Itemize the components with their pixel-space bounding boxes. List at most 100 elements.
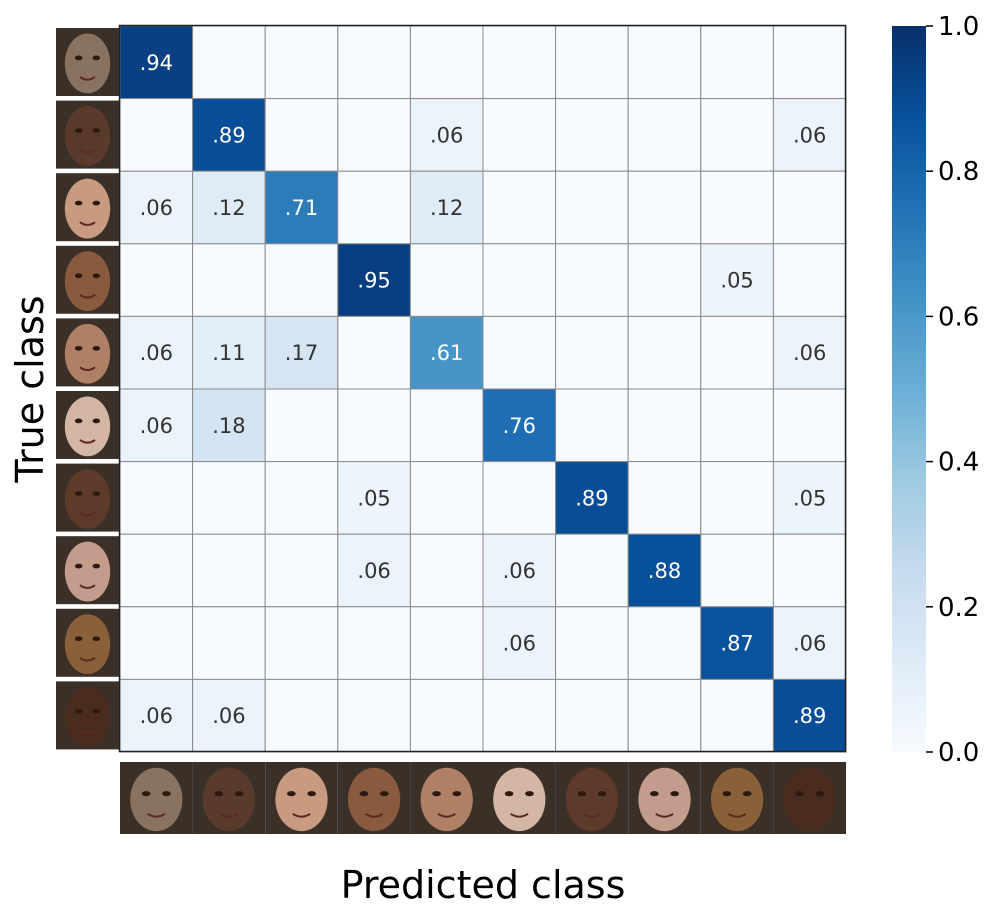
heatmap-cell	[409, 25, 484, 100]
cell-value-label: .89	[212, 123, 245, 147]
cell-value-label: .06	[793, 632, 826, 656]
x-axis-label: Predicted class	[341, 863, 626, 907]
heatmap-cell	[119, 606, 194, 680]
heatmap-cell	[700, 243, 774, 317]
heatmap-cell	[700, 170, 774, 245]
heatmap-cell	[337, 170, 411, 245]
heatmap-cell	[627, 678, 702, 753]
true-class-face-thumbnail	[56, 608, 119, 677]
heatmap-cell	[482, 388, 557, 463]
heatmap-cell	[627, 170, 702, 245]
heatmap-cell	[192, 533, 266, 608]
heatmap-cell	[627, 25, 702, 100]
heatmap-cell	[192, 170, 266, 245]
heatmap-cell	[119, 243, 194, 317]
heatmap-cell	[337, 678, 411, 753]
heatmap-cell	[772, 170, 847, 245]
true-class-face-thumbnail	[56, 173, 119, 242]
cell-value-label: .76	[503, 414, 536, 438]
heatmap-cell	[192, 25, 266, 100]
heatmap-cell	[700, 25, 774, 100]
cell-value-label: .12	[212, 196, 245, 220]
cell-value-label: .06	[793, 341, 826, 365]
predicted-class-face-thumbnail	[773, 762, 846, 834]
cell-value-label: .88	[648, 559, 681, 583]
cell-value-label: .17	[285, 341, 318, 365]
cell-value-label: .06	[140, 341, 173, 365]
cell-value-label: .89	[793, 704, 826, 728]
heatmap-cell	[409, 98, 484, 172]
heatmap-cell	[700, 315, 774, 390]
true-class-thumbnails	[56, 28, 119, 750]
cell-value-label: .06	[140, 414, 173, 438]
true-class-face-thumbnail	[56, 318, 119, 387]
heatmap-cell	[555, 98, 629, 172]
heatmap-cell	[409, 170, 484, 245]
heatmap-cell	[192, 98, 266, 172]
heatmap-cell	[337, 461, 411, 535]
predicted-class-face-thumbnail	[337, 762, 411, 834]
colorbar	[892, 26, 926, 752]
heatmap-cell	[119, 678, 194, 753]
cell-value-label: .06	[793, 123, 826, 147]
heatmap-cell	[627, 461, 702, 535]
y-axis-label: True class	[8, 295, 52, 483]
predicted-class-face-thumbnail	[700, 762, 774, 834]
heatmap-cell	[555, 170, 629, 245]
cell-value-label: .05	[357, 486, 390, 510]
heatmap-cell	[700, 678, 774, 753]
cell-value-label: .89	[575, 486, 608, 510]
heatmap-cell	[482, 678, 557, 753]
heatmap-cell	[627, 388, 702, 463]
heatmap-cell	[627, 315, 702, 390]
heatmap-cell	[409, 461, 484, 535]
cell-value-label: .95	[357, 269, 390, 293]
heatmap-cell	[337, 98, 411, 172]
cell-value-label: .12	[430, 196, 463, 220]
heatmap-cell	[409, 533, 484, 608]
predicted-class-face-thumbnail	[120, 762, 193, 834]
heatmap-cell	[264, 533, 339, 608]
heatmap-cell	[264, 243, 339, 317]
heatmap-cell	[482, 25, 557, 100]
true-class-face-thumbnail	[56, 28, 119, 96]
heatmap-cell	[772, 461, 847, 535]
heatmap-cell	[772, 243, 847, 317]
predicted-class-thumbnails	[120, 762, 846, 834]
heatmap-cell	[555, 533, 629, 608]
heatmap-cell	[700, 98, 774, 172]
heatmap-cell	[555, 388, 629, 463]
heatmap-cell	[555, 315, 629, 390]
heatmap-cells: .94 .89 .06 .06 .06 .12 .71 .12 .95 .05 .06 .11 .17.…	[119, 25, 847, 753]
heatmap-cell	[264, 388, 339, 463]
true-class-face-thumbnail	[56, 681, 119, 750]
heatmap-cell	[119, 533, 194, 608]
heatmap-cell	[337, 25, 411, 100]
true-class-face-thumbnail	[56, 463, 119, 532]
cell-value-label: .06	[140, 196, 173, 220]
heatmap-cell	[337, 388, 411, 463]
colorbar-tick-label: 0.8	[938, 157, 979, 187]
heatmap-cell	[482, 243, 557, 317]
cell-value-label: .06	[212, 704, 245, 728]
predicted-class-face-thumbnail	[192, 762, 266, 834]
heatmap-cell	[409, 243, 484, 317]
true-class-face-thumbnail	[56, 391, 119, 459]
heatmap-cell	[482, 461, 557, 535]
cell-value-label: .05	[720, 269, 753, 293]
cell-value-label: .06	[503, 559, 536, 583]
heatmap-cell	[555, 678, 629, 753]
heatmap-cell	[482, 170, 557, 245]
cell-value-label: .11	[212, 341, 245, 365]
heatmap-cell	[264, 98, 339, 172]
colorbar-tick-label: 0.4	[938, 448, 979, 478]
colorbar-tick-label: 0.0	[938, 738, 979, 768]
heatmap-cell	[555, 606, 629, 680]
heatmap-cell	[700, 461, 774, 535]
heatmap-cell	[627, 98, 702, 172]
cell-value-label: .94	[140, 51, 173, 75]
heatmap-cell	[119, 25, 194, 100]
heatmap-cell	[337, 533, 411, 608]
heatmap-cell	[482, 315, 557, 390]
